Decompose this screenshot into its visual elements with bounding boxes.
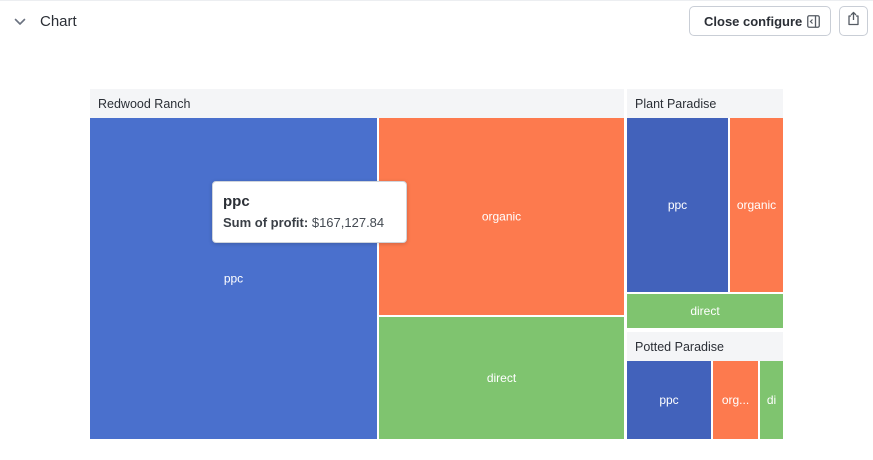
tile-plant-paradise-ppc[interactable] bbox=[627, 118, 728, 292]
tile-redwood-ranch-ppc[interactable] bbox=[90, 118, 377, 439]
group-header-redwood-ranch bbox=[90, 89, 624, 118]
tooltip-metric: Sum of profit: $167,127.84 bbox=[223, 215, 396, 230]
tile-plant-paradise-direct[interactable] bbox=[627, 294, 783, 328]
group-label-potted-paradise: Potted Paradise bbox=[635, 340, 724, 354]
tile-label-potted-paradise-organic: org... bbox=[722, 393, 749, 407]
sidebar-panel-icon bbox=[807, 15, 820, 33]
tile-potted-paradise-organic[interactable] bbox=[713, 361, 758, 439]
tile-potted-paradise-direct[interactable] bbox=[760, 361, 783, 439]
tile-label-redwood-ranch-direct: direct bbox=[487, 371, 517, 385]
tile-label-plant-paradise-organic: organic bbox=[737, 198, 776, 212]
chart-title: Chart bbox=[40, 13, 77, 30]
tile-plant-paradise-organic[interactable] bbox=[730, 118, 783, 292]
close-configure-label: Close configure bbox=[704, 13, 803, 29]
tooltip-name: ppc bbox=[223, 193, 250, 210]
tile-redwood-ranch-organic[interactable] bbox=[379, 118, 624, 315]
tile-label-plant-paradise-ppc: ppc bbox=[668, 198, 687, 212]
chevron-down-icon[interactable] bbox=[10, 12, 30, 32]
group-label-plant-paradise: Plant Paradise bbox=[635, 97, 716, 111]
tooltip-metric-label: Sum of profit: bbox=[223, 215, 309, 230]
tile-potted-paradise-ppc[interactable] bbox=[627, 361, 711, 439]
group-header-plant-paradise bbox=[627, 89, 783, 118]
tooltip-metric-value: $167,127.84 bbox=[311, 215, 385, 230]
top-divider bbox=[0, 0, 873, 1]
tile-label-redwood-ranch-ppc: ppc bbox=[224, 272, 243, 286]
group-label-redwood-ranch: Redwood Ranch bbox=[98, 97, 190, 111]
tile-label-potted-paradise-ppc: ppc bbox=[659, 393, 678, 407]
share-button[interactable] bbox=[839, 6, 868, 36]
group-header-potted-paradise bbox=[627, 332, 783, 361]
share-icon bbox=[847, 11, 860, 31]
tile-label-plant-paradise-direct: direct bbox=[690, 304, 720, 318]
tile-redwood-ranch-direct[interactable] bbox=[379, 317, 624, 439]
tile-label-potted-paradise-direct: di bbox=[767, 393, 776, 407]
chart-header: Chart Close configure bbox=[0, 0, 873, 44]
close-configure-button[interactable]: Close configure bbox=[689, 6, 831, 36]
tile-label-redwood-ranch-organic: organic bbox=[482, 210, 521, 224]
chart-tooltip: ppc Sum of profit: $167,127.84 bbox=[212, 181, 407, 243]
